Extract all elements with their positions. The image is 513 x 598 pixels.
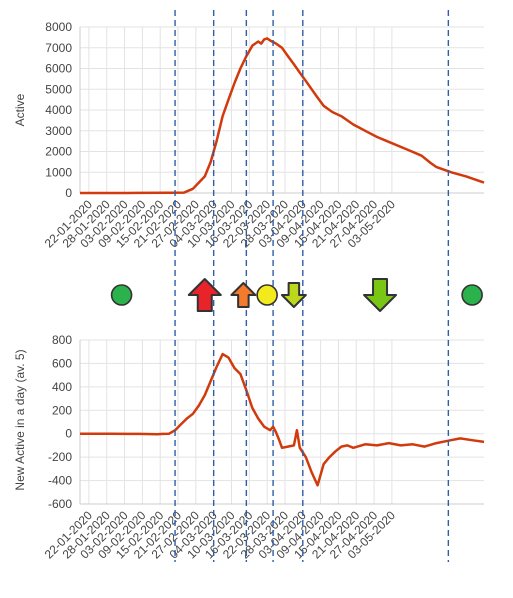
- green-status-dot-icon: [110, 284, 133, 306]
- lightgreen-down-arrow-icon: [363, 278, 398, 312]
- new-active-y-tick-label: 200: [52, 403, 72, 417]
- yellowgreen-down-arrow-icon: [280, 282, 307, 308]
- active-y-tick-label: 5000: [45, 82, 72, 96]
- active-y-tick-label: 3000: [45, 124, 72, 138]
- green-status-dot-icon: [461, 284, 483, 306]
- new-active-y-axis-label: New Active in a day (av. 5): [13, 349, 27, 490]
- new-active-series-line: [80, 352, 485, 487]
- active-y-tick-label: 7000: [45, 41, 72, 55]
- new-active-y-tick-label: 400: [52, 380, 72, 394]
- active-y-tick-label: 4000: [45, 103, 72, 117]
- new-active-y-tick-label: -400: [48, 474, 72, 488]
- new-active-y-tick-label: -600: [48, 497, 72, 511]
- active-y-tick-label: 6000: [45, 62, 72, 76]
- new-active-y-tick-label: 0: [65, 427, 72, 441]
- active-y-axis-label: Active: [13, 93, 27, 126]
- yellow-status-dot-icon: [256, 284, 278, 306]
- new-active-y-tick-label: -200: [48, 450, 72, 464]
- new-active-y-tick-label: 800: [52, 333, 72, 347]
- active-y-tick-label: 0: [65, 186, 72, 200]
- orange-up-arrow-icon: [230, 282, 257, 308]
- active-y-tick-label: 8000: [45, 20, 72, 34]
- active-y-tick-label: 2000: [45, 145, 72, 159]
- active-y-tick-label: 1000: [45, 165, 72, 179]
- red-up-arrow-icon: [187, 278, 222, 312]
- active-series-line: [80, 37, 485, 195]
- new-active-y-tick-label: 600: [52, 356, 72, 370]
